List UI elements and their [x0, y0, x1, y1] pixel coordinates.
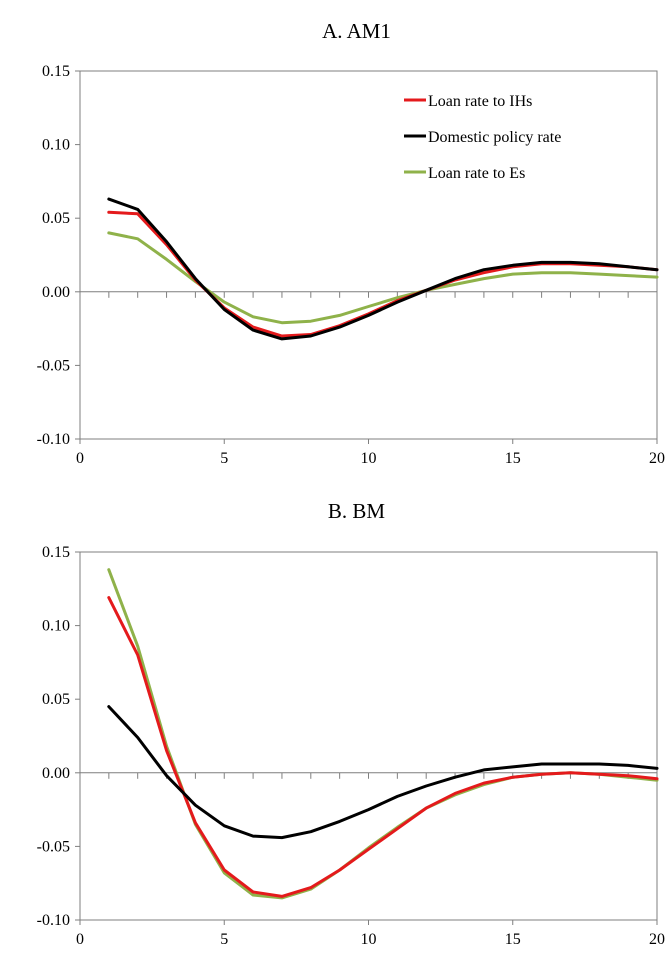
chart-title: B. BM — [328, 499, 386, 523]
series-line-policy — [107, 705, 659, 840]
x-tick-label: 20 — [649, 931, 665, 948]
series-line-loan-ih — [107, 596, 659, 898]
plot-frame — [79, 70, 658, 440]
y-tick-label: -0.10 — [37, 912, 70, 929]
x-tick-label: 20 — [649, 450, 665, 467]
legend-label: Loan rate to IHs — [428, 93, 532, 110]
y-tick-label: 0.05 — [42, 210, 70, 227]
legend-label: Domestic policy rate — [428, 129, 561, 146]
x-tick-label: 5 — [220, 931, 228, 948]
y-tick-label: -0.05 — [37, 838, 70, 855]
chart-panel-1: B. BM 0.15 0.10 0.05 0.00 -0.05 -0.10 0 5 10 15 20 — [37, 499, 665, 948]
y-tick-label: 0.10 — [42, 618, 70, 635]
x-tick-label: 0 — [76, 450, 84, 467]
series-line-loan-e — [107, 568, 659, 900]
y-tick-label: -0.05 — [37, 357, 70, 374]
x-tick-label: 15 — [505, 450, 521, 467]
y-tick-label: 0.05 — [42, 691, 70, 708]
y-tick-label: 0.00 — [42, 284, 70, 301]
y-tick-label: 0.00 — [42, 765, 70, 782]
series-line-policy — [107, 197, 659, 341]
y-tick-label: 0.15 — [42, 544, 70, 561]
y-tick-label: -0.10 — [37, 431, 70, 448]
legend-label: Loan rate to Es — [428, 165, 525, 182]
y-tick-label: 0.15 — [42, 63, 70, 80]
chart-panel-0: A. AM1 0.15 0.10 0.05 0.00 -0.05 -0.10 0 5 10 15 20… — [37, 19, 665, 467]
x-tick-label: 15 — [505, 931, 521, 948]
plot-frame — [79, 551, 658, 921]
x-tick-label: 5 — [220, 450, 228, 467]
x-tick-label: 10 — [361, 931, 377, 948]
y-tick-label: 0.10 — [42, 137, 70, 154]
legend: Loan rate to IHs Domestic policy rate Loan… — [404, 93, 561, 182]
chart-title: A. AM1 — [322, 19, 391, 43]
x-tick-label: 0 — [76, 931, 84, 948]
x-tick-label: 10 — [361, 450, 377, 467]
